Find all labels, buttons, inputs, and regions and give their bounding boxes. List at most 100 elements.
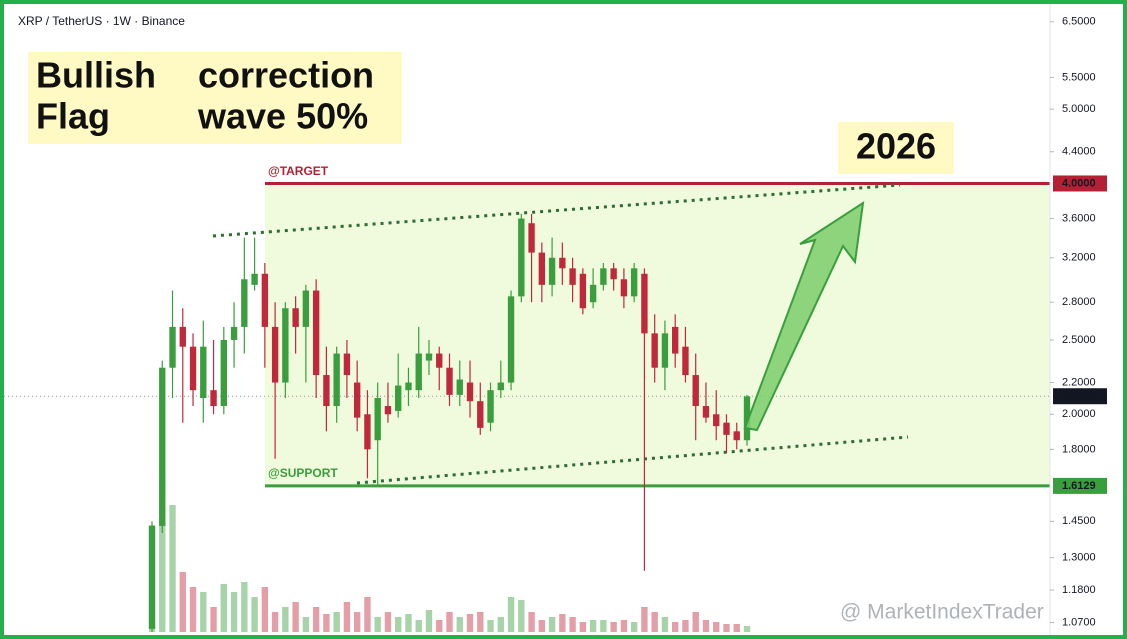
candle-body [743, 396, 751, 441]
candle-body [682, 346, 689, 376]
volume-bar [579, 622, 587, 632]
y-tick-label: 2.5000 [1062, 334, 1096, 346]
y-tick-label: 1.8000 [1062, 443, 1096, 455]
candle-body [641, 273, 648, 334]
candle-body [569, 268, 576, 285]
y-tick-label: 3.6000 [1062, 212, 1096, 224]
candle-body [713, 414, 720, 427]
volume-bar [251, 597, 258, 632]
volume-bar [323, 614, 330, 632]
candle-body [405, 382, 412, 391]
volume-bar [261, 587, 269, 632]
volume-bar [610, 622, 617, 632]
volume-bar [672, 622, 679, 632]
label-word: Bullish [36, 55, 156, 96]
volume-bar [497, 617, 504, 632]
upper-channel [212, 183, 901, 238]
candle-body [333, 353, 340, 407]
volume-bar [487, 620, 494, 632]
volume-bar [733, 624, 740, 632]
volume-bar [538, 620, 546, 632]
candle-body [384, 406, 392, 415]
volume-bar [651, 612, 658, 632]
candle-body [148, 525, 156, 629]
volume-bar [600, 620, 607, 632]
volume-bar [425, 610, 433, 632]
candle-body [395, 385, 402, 411]
candle-body [271, 326, 279, 383]
candle-body [507, 296, 515, 383]
candle-body [415, 353, 422, 391]
candle-body [169, 326, 176, 368]
target-label: 4.0000 [1062, 177, 1096, 189]
support-text: @SUPPORT [268, 466, 338, 480]
volume-bar [230, 592, 238, 632]
candle-body [364, 414, 371, 450]
candle-body [241, 279, 248, 327]
label-box [28, 52, 402, 144]
volume-bar [220, 584, 227, 632]
volume-bar [189, 587, 197, 632]
candle-body [497, 382, 504, 391]
candle-body [661, 333, 669, 368]
candle-body [200, 346, 207, 399]
volume-bar [436, 620, 443, 632]
watermark: @ MarketIndexTrader [840, 601, 1044, 624]
label-word: Flag [36, 96, 110, 137]
volume-bar [661, 617, 669, 632]
volume-bar [713, 622, 720, 632]
candle-body [672, 326, 679, 354]
volume-bar [415, 620, 422, 632]
candle-body [251, 273, 258, 285]
support-badge [1053, 477, 1107, 494]
volume-bar [271, 612, 279, 632]
candle-body [466, 382, 474, 402]
candle-body [374, 398, 381, 441]
candle-body [292, 308, 299, 327]
volume-bar [384, 612, 392, 632]
volume-bar [466, 614, 474, 632]
volume-bar [353, 612, 361, 632]
candle-body [538, 252, 546, 285]
volume-bar [743, 626, 751, 632]
volume-bar [682, 620, 689, 632]
candle-body [559, 257, 566, 269]
volume-bar [528, 612, 535, 632]
candle-body [723, 422, 730, 435]
y-tick-label: 3.2000 [1062, 252, 1096, 264]
volume-bar [210, 607, 217, 632]
volume-bar [559, 614, 566, 632]
volume-bar [723, 624, 730, 632]
y-tick-label: 2.2000 [1062, 376, 1096, 388]
volume-bar [343, 602, 351, 632]
volume-bar [630, 622, 638, 632]
volume-bar [241, 582, 248, 632]
candle-body [261, 273, 269, 327]
volume-bar [518, 600, 525, 632]
target-badge [1053, 175, 1107, 192]
candle-body [436, 353, 443, 368]
last-price-label: 2.1113 [1062, 390, 1094, 402]
candle-body [302, 290, 310, 327]
last-price-badge [1053, 388, 1107, 405]
candle-body [323, 375, 330, 407]
label-word: wave 50% [197, 96, 368, 137]
volume-bar [282, 607, 289, 632]
candle-body [733, 431, 740, 441]
volume-bar [405, 614, 412, 632]
candle-body [620, 279, 628, 297]
volume-bar [312, 607, 320, 632]
candle-body [487, 390, 494, 423]
candle-body [159, 367, 166, 526]
y-tick-label: 5.0000 [1062, 103, 1096, 115]
y-tick-label: 5.5000 [1062, 71, 1096, 83]
year-label: 2026 [856, 126, 936, 167]
y-tick-label: 1.1800 [1062, 584, 1096, 596]
volume-bar [456, 617, 463, 632]
candle-body [282, 308, 289, 383]
candle-body [548, 257, 556, 285]
volume-bar [477, 612, 484, 632]
candle-body [702, 406, 710, 418]
volume-bar [169, 505, 176, 632]
candle-body [610, 268, 617, 280]
